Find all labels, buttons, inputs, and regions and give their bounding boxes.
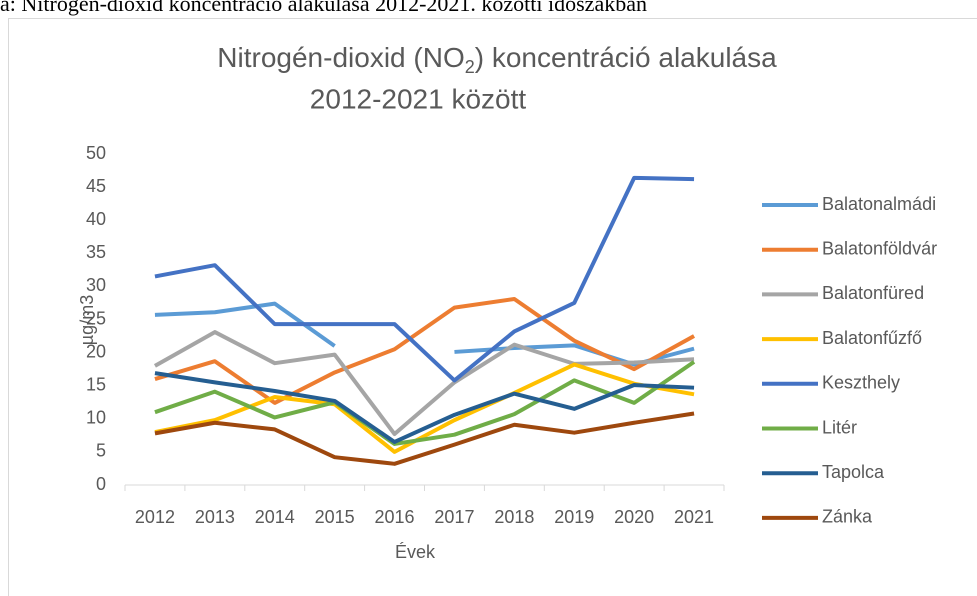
data-line [154, 411, 695, 466]
x-tick-label: 2012 [135, 507, 175, 527]
y-tick-label: 50 [86, 143, 106, 163]
y-axis-label: µg/m3 [77, 295, 97, 345]
y-tick-label: 20 [86, 341, 106, 361]
y-tick-label: 0 [96, 474, 106, 494]
legend-label: Keszthely [822, 373, 900, 393]
data-line [154, 296, 696, 405]
y-tick-label: 40 [86, 209, 106, 229]
legend-label: Litér [822, 417, 857, 437]
x-axis-label: Évek [395, 542, 436, 562]
y-tick-label: 35 [86, 242, 106, 262]
y-tick-label: 15 [86, 374, 106, 394]
y-tick-label: 30 [86, 275, 106, 295]
y-tick-label: 45 [86, 176, 106, 196]
legend-label: Zánka [822, 507, 873, 527]
legend-label: Balatonfűzfő [822, 328, 922, 348]
data-line [154, 175, 695, 383]
x-tick-label: 2014 [255, 507, 295, 527]
x-tick-label: 2013 [195, 507, 235, 527]
chart-title: 2012-2021 között [310, 83, 527, 114]
x-tick-label: 2021 [674, 507, 714, 527]
data-line [154, 362, 695, 454]
y-tick-label: 5 [96, 441, 106, 461]
caption: a: Nitrogén-dioxid koncentráció alakulás… [0, 0, 647, 16]
y-tick-label: 10 [86, 408, 106, 428]
legend-label: Balatonalmádi [822, 194, 936, 214]
title-part: Nitrogén-dioxid (NO [217, 42, 464, 73]
chart-title: Nitrogén-dioxid (NO2) koncentráció alaku… [217, 42, 777, 76]
x-tick-label: 2019 [554, 507, 594, 527]
title-part: ) koncentráció alakulása [475, 42, 777, 73]
data-line [154, 371, 695, 444]
x-tick-label: 2015 [315, 507, 355, 527]
data-line [154, 360, 696, 446]
chart-border [8, 18, 977, 596]
y-tick-label: 25 [86, 308, 106, 328]
x-tick-label: 2020 [614, 507, 654, 527]
title-subscript: 2 [465, 57, 475, 77]
x-tick-label: 2018 [494, 507, 534, 527]
x-tick-label: 2017 [434, 507, 474, 527]
x-tick-label: 2016 [375, 507, 415, 527]
data-line [153, 330, 695, 437]
legend-label: Balatonföldvár [822, 238, 937, 258]
legend-label: Balatonfüred [822, 283, 924, 303]
legend-label: Tapolca [822, 462, 885, 482]
